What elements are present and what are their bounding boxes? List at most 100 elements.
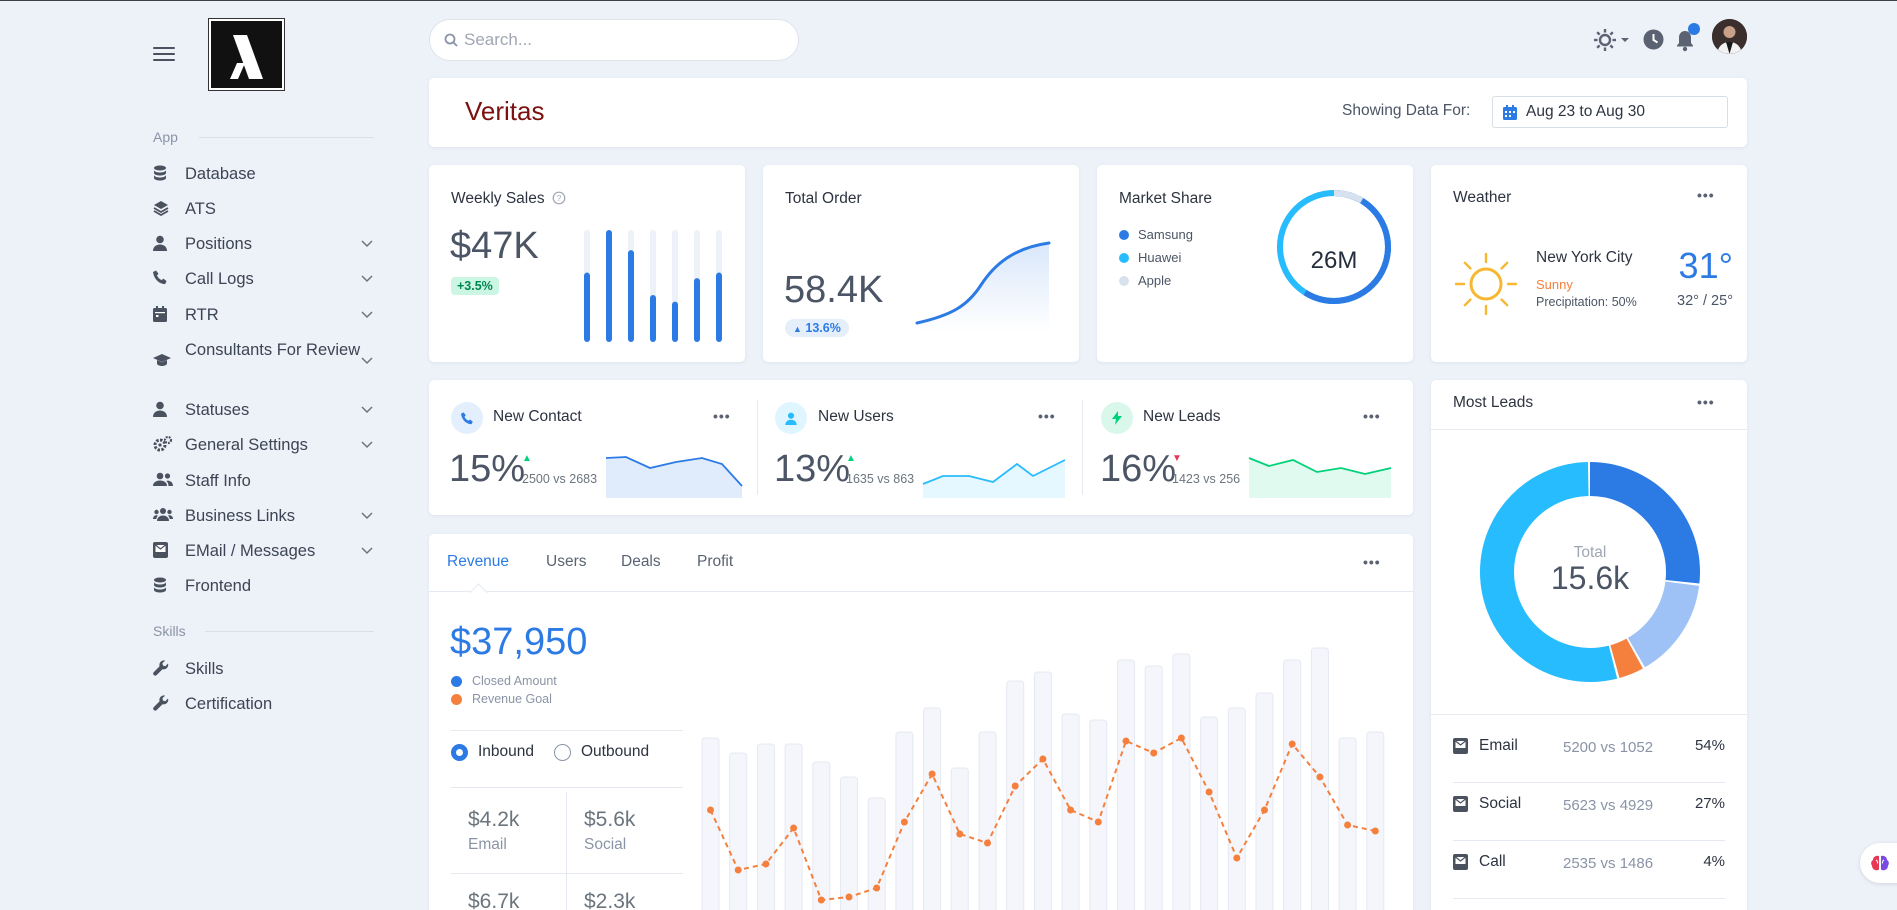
sidebar-item-label: ATS xyxy=(185,200,216,218)
tab-deals[interactable]: Deals xyxy=(621,553,661,570)
sidebar-item-rtr[interactable]: RTR xyxy=(153,304,375,327)
sidebar-item-general-settings[interactable]: General Settings xyxy=(153,434,375,457)
sidebar-item-label: Business Links xyxy=(185,507,296,525)
sidebar-item-label: Database xyxy=(185,165,256,183)
trend-up-icon: ▲ xyxy=(522,453,532,464)
lead-row-compare: 5623 vs 4929 xyxy=(1563,797,1654,814)
revenue-goal-point xyxy=(900,818,908,826)
lead-row-pct: 4% xyxy=(1703,853,1725,870)
sidebar-item-label: Frontend xyxy=(185,577,252,595)
stat-title-new-contact: New Contact xyxy=(493,408,582,425)
sidebar-item-email-messages[interactable]: EMail / Messages xyxy=(153,540,375,563)
revenue-bar xyxy=(1172,653,1191,910)
total-order-line-chart xyxy=(915,241,1051,332)
search-input[interactable] xyxy=(464,30,764,50)
revenue-goal-point xyxy=(1371,827,1379,835)
wrench-icon xyxy=(153,693,185,711)
chevron-down-icon xyxy=(361,304,375,319)
tab-users[interactable]: Users xyxy=(546,553,587,570)
page-title: Veritas xyxy=(465,96,545,126)
sidebar-item-skills[interactable]: Skills xyxy=(153,658,375,681)
bell-icon xyxy=(1677,23,1700,52)
notifications-button[interactable] xyxy=(1675,22,1703,52)
weekly-sales-value: $47K xyxy=(450,225,539,267)
radio-inbound[interactable]: Inbound xyxy=(451,743,534,761)
weather-condition: Sunny xyxy=(1536,277,1573,292)
database-icon xyxy=(153,163,185,181)
revenue-goal-point xyxy=(845,893,853,901)
weekly-sales-badge: +3.5% xyxy=(451,277,499,295)
stat-value-new-users: 13% xyxy=(774,448,851,490)
revenue-bar xyxy=(1006,680,1025,910)
revenue-bar xyxy=(950,767,969,910)
revenue-goal-point xyxy=(1067,806,1075,814)
revenue-more-button[interactable]: ••• xyxy=(1363,554,1381,570)
sidebar-item-positions[interactable]: Positions xyxy=(153,233,375,256)
avatar[interactable] xyxy=(1712,19,1747,54)
sidebar-item-label: Positions xyxy=(185,235,252,253)
legend-item-closed-amount: Closed Amount xyxy=(451,674,557,688)
revenue-goal-point xyxy=(956,830,964,838)
phone-icon xyxy=(153,268,185,285)
market-share-legend: Samsung Huawei Apple xyxy=(1119,227,1193,288)
mini-stat-social-value: $5.6k xyxy=(584,808,636,831)
sidebar-item-statuses[interactable]: Statuses xyxy=(153,399,375,422)
revenue-bar xyxy=(840,776,858,910)
mini-stat-email-value: $4.2k xyxy=(468,808,520,831)
revenue-bar xyxy=(1033,671,1052,910)
date-range-value: Aug 23 to Aug 30 xyxy=(1526,103,1645,120)
market-share-title: Market Share xyxy=(1119,190,1213,207)
weather-temp: 31° xyxy=(1678,245,1733,286)
weather-precipitation: Precipitation: 50% xyxy=(1536,295,1637,309)
tab-profit[interactable]: Profit xyxy=(697,553,734,570)
chevron-down-icon xyxy=(361,505,375,520)
sidebar-item-ats[interactable]: ATS xyxy=(153,198,375,221)
revenue-goal-point xyxy=(1344,821,1352,829)
revenue-bar xyxy=(1200,716,1219,910)
sidebar-item-certification[interactable]: Certification xyxy=(153,693,375,716)
revenue-goal-point xyxy=(817,896,825,904)
theme-toggle[interactable] xyxy=(1594,29,1630,51)
sidebar-item-database[interactable]: Database xyxy=(153,163,375,186)
weekly-sales-bar xyxy=(672,301,678,342)
sidebar-item-frontend[interactable]: Frontend xyxy=(153,575,375,598)
most-leads-card: Most Leads ••• Total 15.6k Email 5200 vs… xyxy=(1431,380,1747,910)
revenue-goal-point xyxy=(984,839,991,847)
most-leads-title: Most Leads xyxy=(1453,394,1534,411)
wrench-icon xyxy=(153,658,185,676)
lead-row-compare: 2535 vs 1486 xyxy=(1563,855,1654,872)
date-range-picker[interactable]: Aug 23 to Aug 30 xyxy=(1492,96,1728,128)
search-box[interactable] xyxy=(429,19,799,61)
total-order-value: 58.4K xyxy=(784,269,884,311)
stat-more-button[interactable]: ••• xyxy=(713,408,731,424)
chevron-down-icon xyxy=(361,399,375,414)
radio-outbound[interactable]: Outbound xyxy=(554,743,649,761)
sun-settings-icon xyxy=(1594,29,1629,51)
logo[interactable] xyxy=(208,18,285,91)
question-circle-icon[interactable]: ? xyxy=(552,191,566,205)
sidebar-section-title: App xyxy=(153,129,178,145)
sidebar-item-consultants-for-review[interactable]: Consultants For Review xyxy=(153,339,375,367)
sidebar-item-call-logs[interactable]: Call Logs xyxy=(153,268,375,291)
revenue-goal-point xyxy=(873,884,881,892)
stat-more-button[interactable]: ••• xyxy=(1363,408,1381,424)
gears-icon xyxy=(153,434,185,452)
weather-more-button[interactable]: ••• xyxy=(1697,187,1715,203)
sun-icon xyxy=(1454,252,1518,316)
weekly-sales-bar xyxy=(628,250,634,342)
stat-more-button[interactable]: ••• xyxy=(1038,408,1056,424)
weekly-sales-bar xyxy=(716,272,722,342)
revenue-bar xyxy=(923,707,942,910)
customize-button[interactable] xyxy=(1860,843,1897,883)
most-leads-more-button[interactable]: ••• xyxy=(1697,394,1715,410)
revenue-amount: $37,950 xyxy=(450,621,588,663)
chevron-down-icon xyxy=(361,434,375,449)
users-icon xyxy=(153,470,185,486)
sidebar-item-staff-info[interactable]: Staff Info xyxy=(153,470,375,493)
revenue-card: Revenue Users Deals Profit ••• $37,950 C… xyxy=(429,534,1413,910)
menu-toggle-icon[interactable] xyxy=(153,47,175,63)
tab-revenue[interactable]: Revenue xyxy=(447,553,510,570)
history-button[interactable] xyxy=(1643,29,1664,50)
sidebar-item-business-links[interactable]: Business Links xyxy=(153,505,375,528)
sidebar-item-label: RTR xyxy=(185,306,219,324)
